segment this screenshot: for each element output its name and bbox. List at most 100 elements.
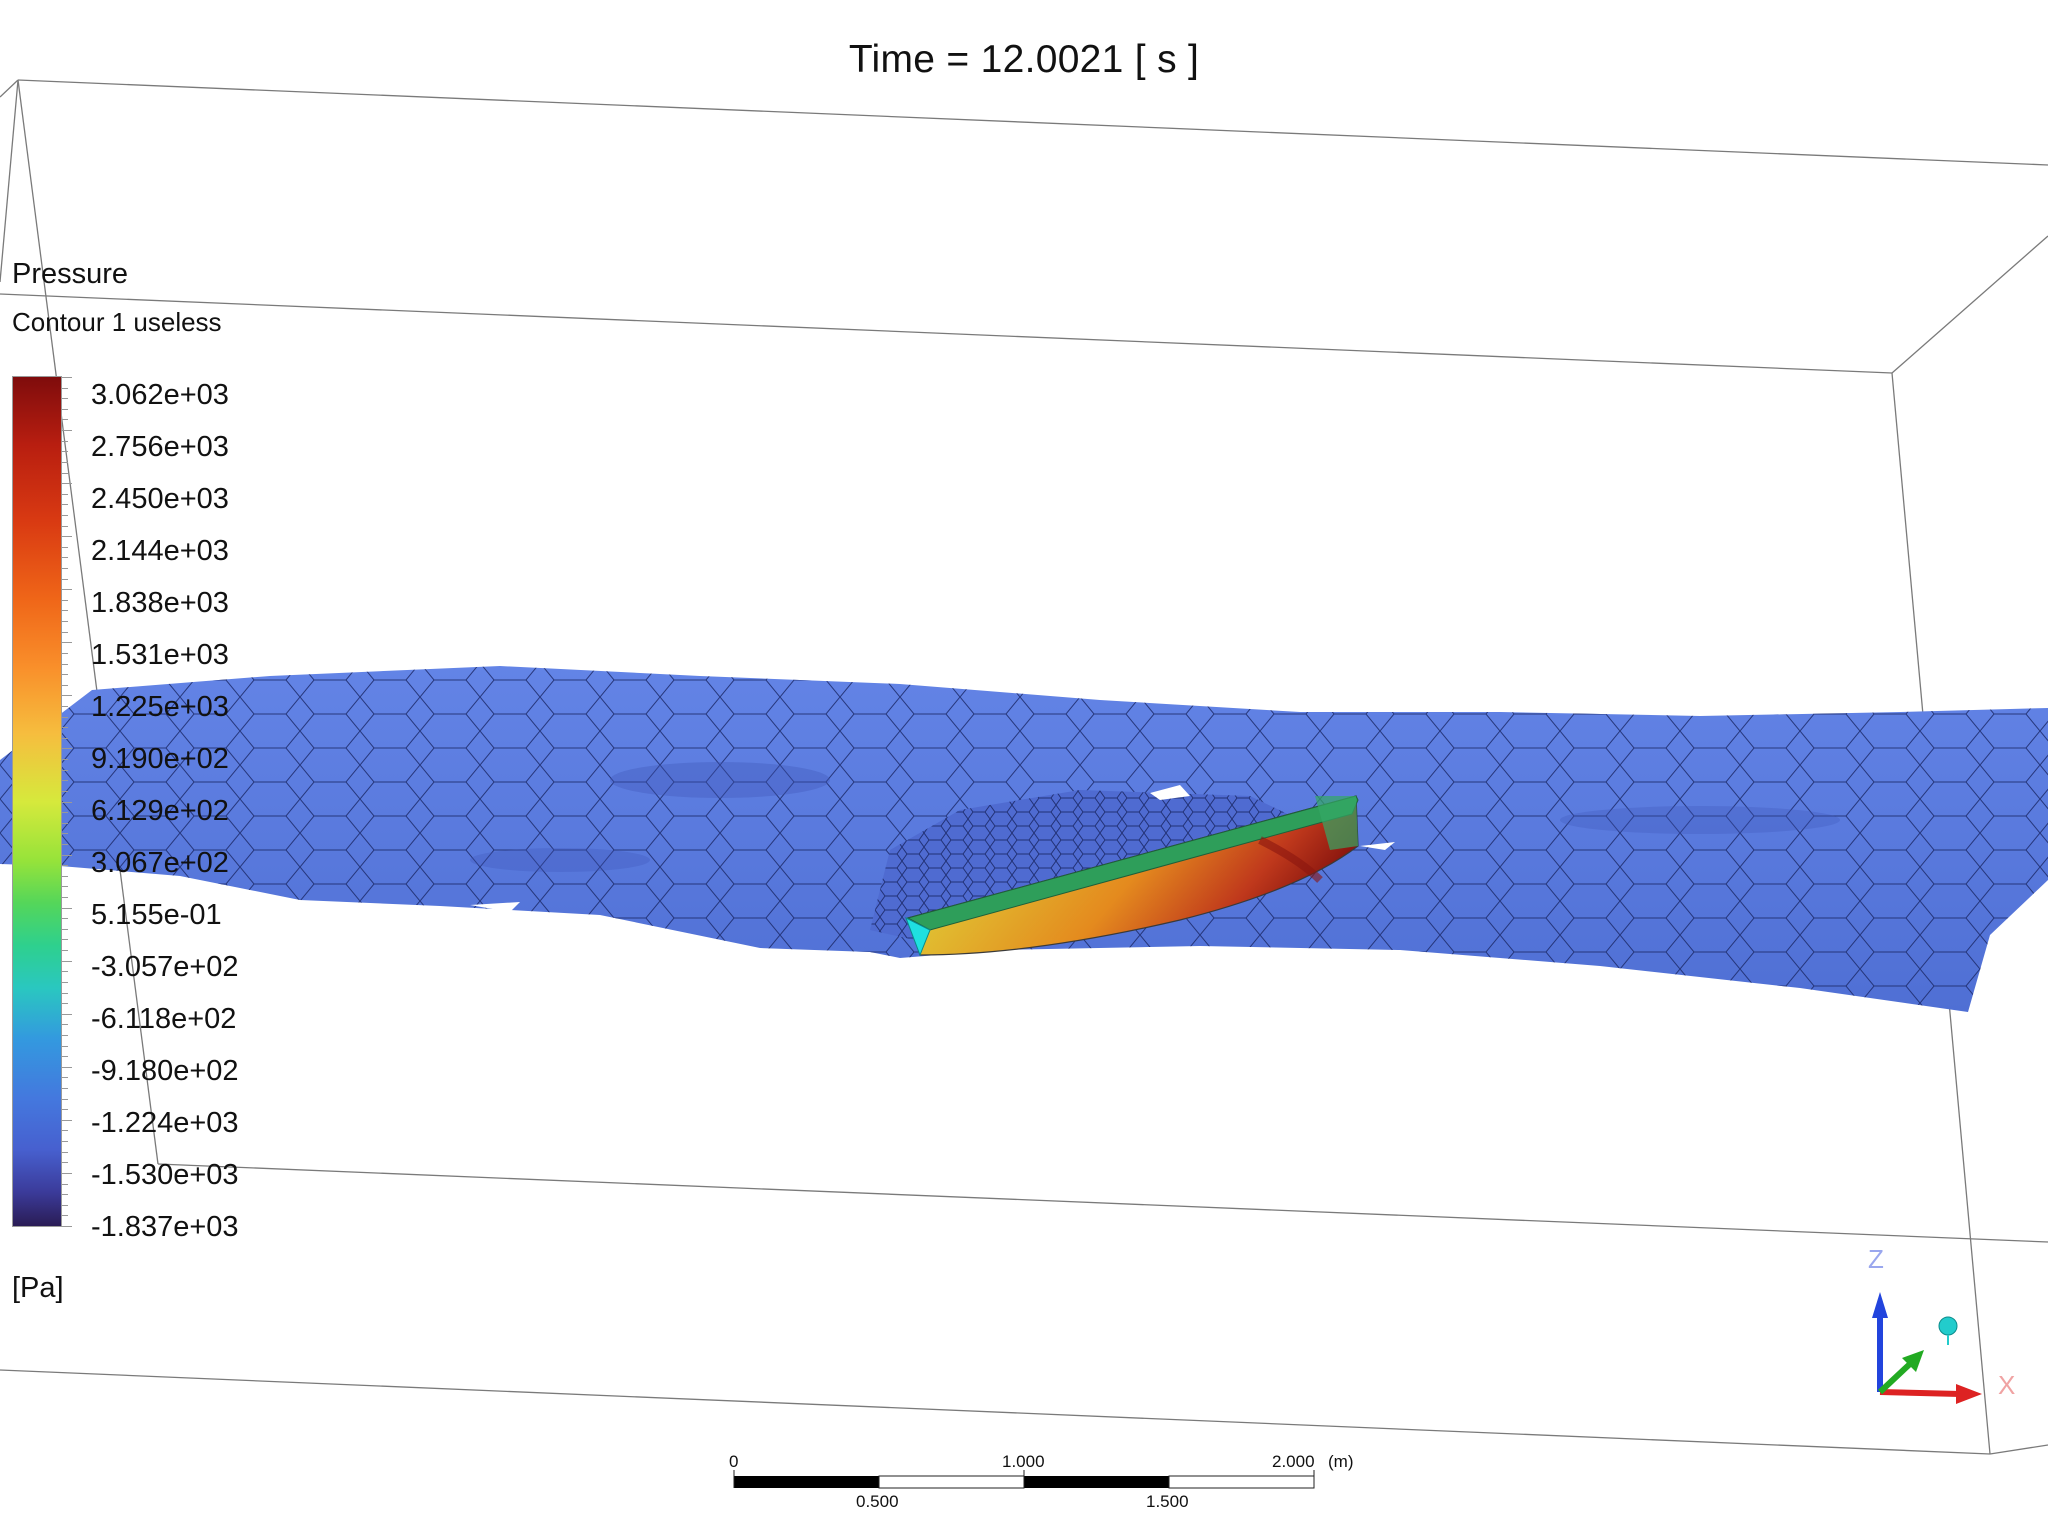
legend-minor-tick (62, 705, 68, 707)
legend-minor-tick (62, 1034, 68, 1036)
legend-minor-tick (62, 780, 68, 782)
legend-minor-tick (62, 1130, 68, 1132)
legend-label: -9.180e+02 (91, 1055, 239, 1087)
legend-minor-tick (62, 950, 68, 952)
legend-minor-tick (62, 1204, 68, 1206)
legend-minor-tick (62, 663, 68, 665)
legend-minor-tick (62, 971, 68, 973)
legend-minor-tick (62, 631, 68, 633)
legend-minor-tick (62, 1141, 68, 1143)
legend-minor-tick (62, 759, 68, 761)
water-surface (0, 666, 2048, 1012)
legend-minor-tick (62, 557, 68, 559)
legend-minor-tick (62, 546, 68, 548)
legend-minor-tick (62, 1077, 68, 1079)
legend-minor-tick (62, 1109, 68, 1111)
scale-unit: (m) (1328, 1452, 1354, 1471)
legend-minor-tick (62, 578, 68, 580)
scale-label-top: 1.000 (1002, 1452, 1045, 1471)
legend-tick (62, 377, 72, 378)
x-axis-label: X (1998, 1370, 2016, 1400)
legend-minor-tick (62, 387, 68, 389)
legend-unit: [Pa] (12, 1272, 64, 1304)
legend-minor-tick (62, 737, 68, 739)
legend-minor-tick (62, 398, 68, 400)
legend-minor-tick (62, 1088, 68, 1090)
legend-minor-tick (62, 1045, 68, 1047)
legend-tick (62, 1013, 72, 1015)
legend-tick (62, 589, 72, 591)
legend-label: 9.190e+02 (91, 743, 229, 775)
legend-label: 1.225e+03 (91, 691, 229, 723)
ship-hull (905, 795, 1359, 957)
axis-triad[interactable] (1872, 1292, 1982, 1404)
legend-minor-tick (62, 716, 68, 718)
legend-minor-tick (62, 812, 68, 814)
legend-tick (62, 801, 72, 803)
legend-minor-tick (62, 939, 68, 941)
scale-label-top: 0 (729, 1452, 739, 1471)
legend-minor-tick (62, 928, 68, 930)
legend-minor-tick (62, 981, 68, 983)
legend-minor-tick (62, 843, 68, 845)
legend-minor-tick (62, 875, 68, 877)
legend-minor-tick (62, 461, 68, 463)
legend-minor-tick (62, 992, 68, 994)
legend-minor-tick (62, 897, 68, 898)
legend-minor-tick (62, 727, 68, 729)
scale-bar-graphic (733, 1470, 1315, 1489)
legend-minor-tick (62, 408, 68, 410)
legend-label: 1.838e+03 (91, 587, 229, 619)
legend-minor-tick (62, 1024, 68, 1026)
legend-minor-tick (62, 472, 68, 474)
legend-tick (62, 1172, 72, 1174)
legend-minor-tick (62, 1151, 68, 1153)
color-legend-bar[interactable] (12, 376, 62, 1227)
legend-label: 3.062e+03 (91, 379, 229, 411)
legend-label: -6.118e+02 (91, 1003, 237, 1035)
legend-minor-tick (62, 621, 68, 623)
legend-minor-tick (62, 1003, 68, 1005)
legend-label: 5.155e-01 (91, 899, 222, 931)
legend-variable-name: Pressure (12, 258, 129, 290)
legend-label: -1.224e+03 (91, 1107, 239, 1139)
legend-tick (62, 748, 72, 750)
legend-minor-tick (62, 1183, 68, 1185)
legend-tick (62, 960, 72, 962)
legend-minor-tick (62, 684, 68, 686)
legend-minor-tick (62, 886, 68, 888)
legend-label: 2.756e+03 (91, 431, 229, 463)
legend-minor-tick (62, 451, 68, 453)
legend-tick (62, 642, 72, 644)
legend-tick (62, 483, 72, 485)
legend-minor-tick (62, 674, 68, 676)
legend-minor-tick (62, 493, 68, 495)
legend-contour-name: Contour 1 useless (12, 307, 222, 337)
time-title: Time = 12.0021 [ s ] (848, 38, 1200, 81)
legend-tick (62, 695, 72, 697)
legend-minor-tick (62, 568, 68, 570)
legend-minor-tick (62, 769, 68, 771)
legend-minor-tick (62, 1056, 68, 1058)
legend-minor-tick (62, 610, 68, 612)
legend-tick (62, 907, 72, 909)
legend-minor-tick (62, 790, 68, 792)
legend-minor-tick (62, 833, 68, 835)
legend-minor-tick (62, 514, 68, 516)
legend-tick (62, 430, 72, 432)
legend-minor-tick (62, 652, 68, 654)
legend-tick (62, 1066, 72, 1068)
legend-tick (62, 1226, 72, 1227)
legend-minor-tick (62, 525, 68, 527)
legend-minor-tick (62, 599, 68, 601)
legend-label: 6.129e+02 (91, 795, 229, 827)
legend-minor-tick (62, 1215, 68, 1217)
legend-label: -1.837e+03 (91, 1211, 239, 1243)
legend-minor-tick (62, 1098, 68, 1100)
legend-label: 2.144e+03 (91, 535, 229, 567)
legend-minor-tick (62, 918, 68, 920)
legend-tick (62, 536, 72, 538)
legend-tick (62, 854, 72, 856)
